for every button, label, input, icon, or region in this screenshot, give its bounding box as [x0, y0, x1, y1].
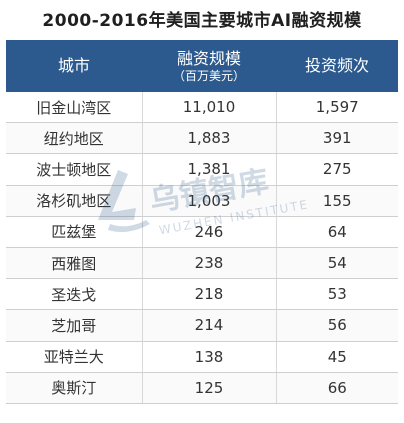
- table-row: 芝加哥 214 56: [6, 309, 398, 342]
- header-funding: 融资规模 （百万美元）: [142, 40, 276, 92]
- cell-funding: 1,003: [141, 185, 276, 217]
- header-funding-unit: （百万美元）: [172, 68, 245, 83]
- cell-city: 圣迭戈: [6, 278, 142, 311]
- cell-frequency: 45: [275, 341, 398, 373]
- cell-city: 纽约地区: [6, 122, 142, 155]
- cell-city: 西雅图: [6, 247, 142, 280]
- table-row: 波士顿地区 1,381 275: [6, 153, 398, 186]
- funding-table: 城市 融资规模 （百万美元） 投资频次 旧金山湾区 11,010 1,597 纽…: [6, 40, 398, 404]
- cell-frequency: 1,597: [275, 92, 398, 124]
- cell-frequency: 53: [275, 278, 398, 311]
- cell-frequency: 54: [275, 247, 398, 280]
- cell-funding: 11,010: [141, 92, 276, 124]
- table-row: 洛杉矶地区 1,003 155: [6, 185, 398, 217]
- table-header-row: 城市 融资规模 （百万美元） 投资频次: [6, 40, 398, 92]
- cell-city: 奥斯汀: [6, 372, 142, 404]
- cell-frequency: 56: [275, 309, 398, 342]
- cell-frequency: 66: [275, 372, 398, 404]
- cell-funding: 1,883: [141, 122, 276, 155]
- table-row: 西雅图 238 54: [6, 247, 398, 280]
- funding-table-container: 城市 融资规模 （百万美元） 投资频次 旧金山湾区 11,010 1,597 纽…: [6, 40, 398, 404]
- table-row: 纽约地区 1,883 391: [6, 122, 398, 155]
- cell-funding: 238: [141, 247, 276, 280]
- header-frequency-label: 投资频次: [304, 56, 369, 75]
- cell-funding: 218: [141, 278, 276, 311]
- cell-frequency: 275: [275, 153, 398, 186]
- cell-city: 匹兹堡: [6, 216, 142, 248]
- table-row: 圣迭戈 218 53: [6, 278, 398, 311]
- cell-frequency: 155: [275, 185, 398, 217]
- cell-funding: 1,381: [141, 153, 276, 186]
- cell-city: 亚特兰大: [6, 341, 142, 373]
- table-row: 奥斯汀 125 66: [6, 372, 398, 404]
- header-frequency: 投资频次: [276, 40, 398, 92]
- cell-frequency: 64: [275, 216, 398, 248]
- table-row: 旧金山湾区 11,010 1,597: [6, 92, 398, 124]
- table-row: 亚特兰大 138 45: [6, 341, 398, 373]
- cell-city: 旧金山湾区: [6, 92, 142, 124]
- cell-city: 洛杉矶地区: [6, 185, 142, 217]
- cell-funding: 246: [141, 216, 276, 248]
- header-city: 城市: [6, 40, 142, 92]
- cell-funding: 138: [141, 341, 276, 373]
- cell-funding: 125: [141, 372, 276, 404]
- header-city-label: 城市: [57, 56, 90, 75]
- header-funding-label: 融资规模: [176, 48, 241, 68]
- cell-frequency: 391: [275, 122, 398, 155]
- cell-funding: 214: [141, 309, 276, 342]
- page-title: 2000-2016年美国主要城市AI融资规模: [42, 11, 362, 31]
- cell-city: 波士顿地区: [6, 153, 142, 186]
- table-row: 匹兹堡 246 64: [6, 216, 398, 248]
- cell-city: 芝加哥: [6, 309, 142, 342]
